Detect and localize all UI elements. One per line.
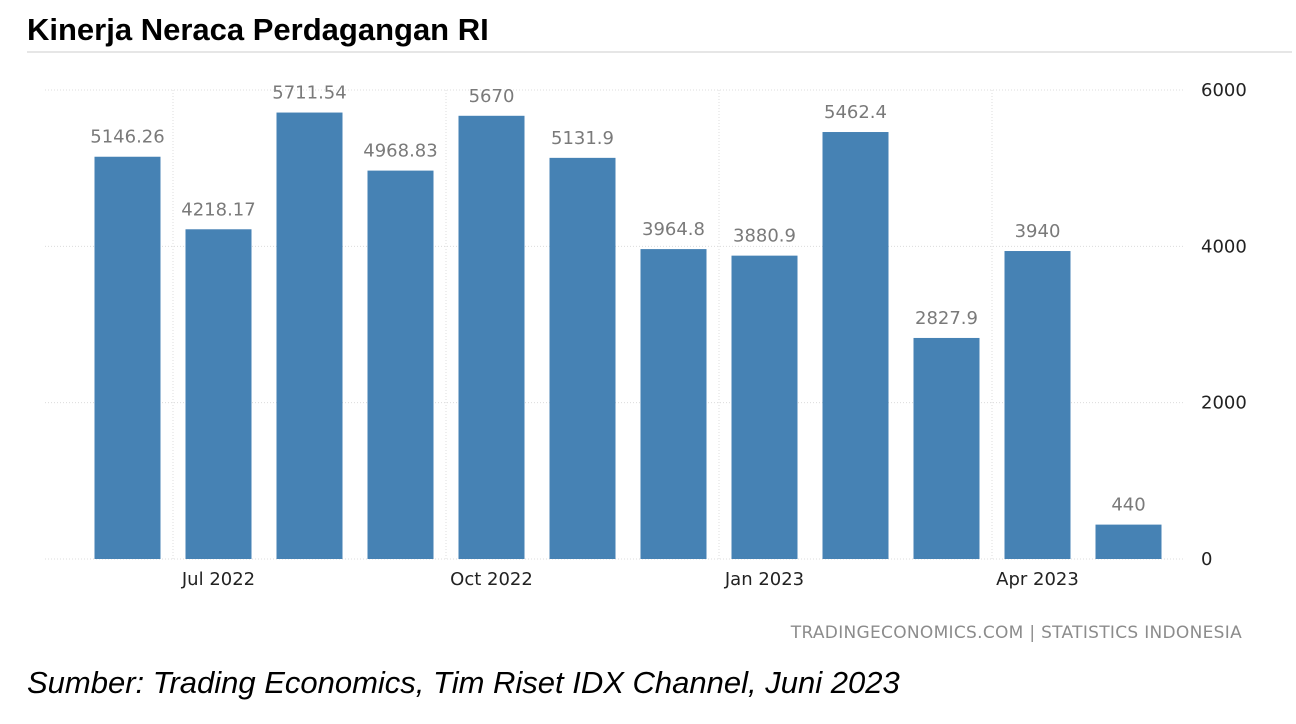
bar-value-label: 4218.17 xyxy=(181,199,255,220)
bar xyxy=(276,112,343,559)
y-tick-label: 2000 xyxy=(1201,393,1247,414)
y-tick-label: 6000 xyxy=(1201,80,1247,101)
bar-value-label: 5146.26 xyxy=(90,127,164,148)
bar xyxy=(367,170,434,559)
bar xyxy=(1095,524,1162,559)
y-tick-label: 0 xyxy=(1201,549,1212,570)
bar xyxy=(458,115,525,560)
x-tick-label: Jan 2023 xyxy=(724,569,804,590)
bar-value-label: 3880.9 xyxy=(733,226,796,247)
source-caption: Sumber: Trading Economics, Tim Riset IDX… xyxy=(27,665,900,700)
bar xyxy=(1004,251,1071,560)
chart-title: Kinerja Neraca Perdagangan RI xyxy=(27,12,489,47)
bar xyxy=(549,157,616,559)
x-axis-ticks: Jul 2022 Oct 2022 Jan 2023 Apr 2023 xyxy=(181,569,1079,590)
bar-value-label: 5711.54 xyxy=(272,83,346,104)
bar xyxy=(822,132,889,559)
bar-value-label: 2827.9 xyxy=(915,308,978,329)
x-tick-label: Oct 2022 xyxy=(450,569,533,590)
bar-value-label: 5670 xyxy=(469,86,515,107)
x-tick-label: Jul 2022 xyxy=(181,569,255,590)
bar xyxy=(731,255,798,559)
title-divider xyxy=(27,51,1292,53)
bar-value-label: 440 xyxy=(1111,495,1145,516)
bar xyxy=(185,229,252,559)
bar-value-label: 4968.83 xyxy=(363,141,437,162)
bars xyxy=(94,112,1162,560)
y-tick-label: 4000 xyxy=(1201,236,1247,257)
bar xyxy=(913,337,980,559)
bar-value-label: 3940 xyxy=(1015,221,1061,242)
bar xyxy=(94,156,161,559)
bar-value-label: 3964.8 xyxy=(642,219,705,240)
y-axis-ticks: 0 2000 4000 6000 xyxy=(1201,80,1247,570)
value-labels: 5146.26 4218.17 5711.54 4968.83 5670 5131.9 39… xyxy=(90,83,1145,516)
bar-value-label: 5131.9 xyxy=(551,128,614,149)
source-attribution: TRADINGECONOMICS.COM | STATISTICS INDONE… xyxy=(790,623,1242,643)
x-tick-label: Apr 2023 xyxy=(996,569,1079,590)
bar xyxy=(640,249,707,560)
bar-value-label: 5462.4 xyxy=(824,102,887,123)
